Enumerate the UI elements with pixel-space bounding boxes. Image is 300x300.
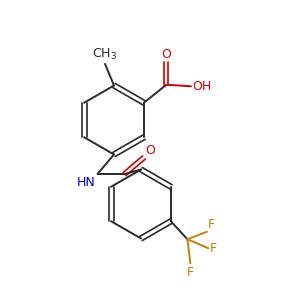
Text: OH: OH	[192, 80, 212, 93]
Text: F: F	[208, 218, 215, 231]
Text: F: F	[210, 242, 217, 255]
Text: O: O	[145, 144, 155, 157]
Text: HN: HN	[77, 176, 96, 188]
Text: CH$_3$: CH$_3$	[92, 47, 118, 62]
Text: O: O	[161, 48, 171, 61]
Text: F: F	[187, 266, 194, 279]
